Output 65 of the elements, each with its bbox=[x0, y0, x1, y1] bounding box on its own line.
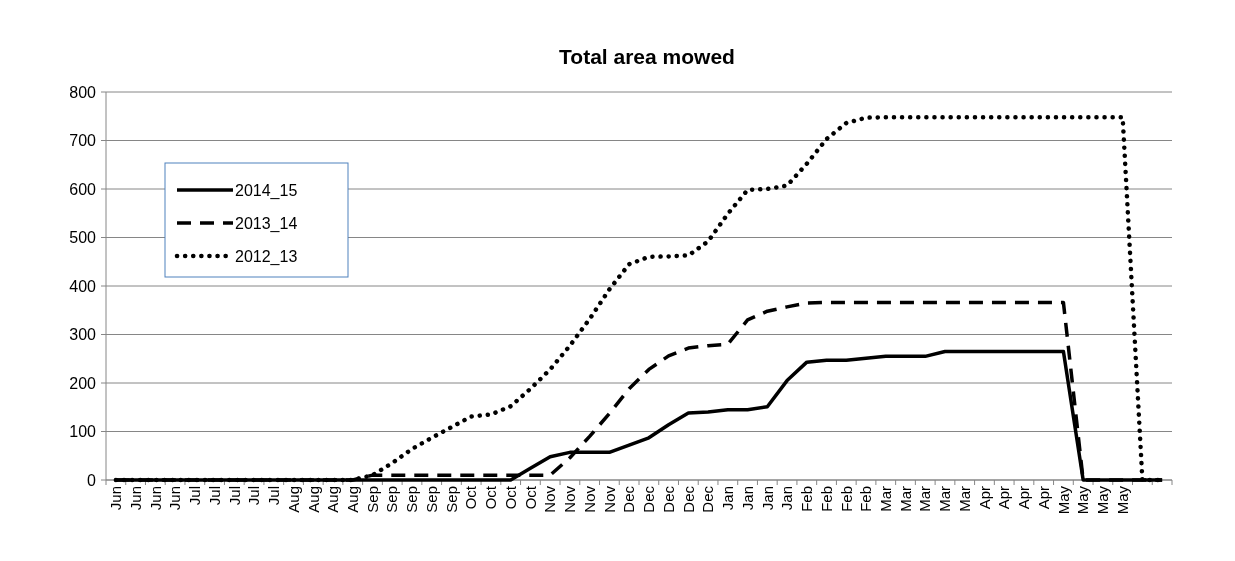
x-tick-label: Aug bbox=[344, 486, 362, 513]
x-tick-label: May bbox=[1074, 485, 1092, 515]
x-tick-label: Sep bbox=[403, 486, 421, 513]
x-tick-label: Jul bbox=[225, 486, 243, 506]
y-tick-label: 100 bbox=[69, 423, 97, 441]
x-tick-label: Oct bbox=[462, 485, 480, 510]
legend-label: 2014_15 bbox=[235, 181, 298, 200]
x-tick-label: Sep bbox=[442, 486, 460, 513]
x-tick-label: Feb bbox=[857, 486, 875, 512]
x-tick-label: Jun bbox=[126, 486, 144, 511]
x-tick-label: Dec bbox=[679, 485, 697, 513]
x-tick-label: Aug bbox=[284, 486, 302, 513]
x-tick-label: May bbox=[1094, 485, 1112, 515]
x-tick-label: Apr bbox=[1034, 486, 1052, 510]
x-tick-label: May bbox=[1054, 485, 1072, 515]
x-tick-label: Jan bbox=[738, 486, 756, 511]
x-tick-label: Sep bbox=[422, 486, 440, 513]
x-tick-label: Jan bbox=[778, 486, 796, 511]
x-tick-label: Dec bbox=[699, 485, 717, 513]
x-tick-label: Aug bbox=[324, 486, 342, 513]
legend-label: 2012_13 bbox=[235, 247, 298, 266]
x-tick-label: Nov bbox=[561, 485, 579, 513]
x-tick-label: Feb bbox=[817, 486, 835, 512]
x-tick-label: Oct bbox=[482, 485, 500, 510]
x-tick-label: Dec bbox=[659, 485, 677, 513]
x-tick-label: Dec bbox=[640, 485, 658, 513]
y-tick-label: 800 bbox=[69, 83, 97, 101]
legend-label: 2013_14 bbox=[235, 214, 298, 233]
x-tick-label: Jan bbox=[719, 486, 737, 511]
x-tick-label: Mar bbox=[877, 486, 895, 512]
x-tick-label: Sep bbox=[363, 486, 381, 513]
y-tick-label: 400 bbox=[69, 277, 97, 295]
x-tick-label: Jun bbox=[107, 486, 125, 511]
x-tick-label: Feb bbox=[837, 486, 855, 512]
x-tick-label: Apr bbox=[1015, 486, 1033, 510]
x-tick-label: Jul bbox=[245, 486, 263, 506]
x-tick-label: Oct bbox=[501, 485, 519, 510]
x-tick-label: Feb bbox=[798, 486, 816, 512]
x-tick-label: Mar bbox=[916, 486, 934, 512]
x-tick-label: Jun bbox=[146, 486, 164, 511]
x-tick-label: Mar bbox=[955, 486, 973, 512]
x-tick-label: Mar bbox=[936, 486, 954, 512]
y-tick-label: 200 bbox=[69, 374, 97, 392]
chart-title: Total area mowed bbox=[559, 45, 735, 68]
x-tick-label: Mar bbox=[896, 486, 914, 512]
x-tick-label: Nov bbox=[600, 485, 618, 513]
x-tick-label: Oct bbox=[521, 485, 539, 510]
y-tick-label: 500 bbox=[69, 229, 97, 247]
x-tick-label: Jul bbox=[205, 486, 223, 506]
x-tick-label: Jul bbox=[265, 486, 283, 506]
y-tick-label: 700 bbox=[69, 132, 97, 150]
x-tick-label: Apr bbox=[995, 486, 1013, 510]
x-tick-label: Sep bbox=[383, 486, 401, 513]
x-tick-label: May bbox=[1113, 485, 1131, 515]
y-tick-label: 0 bbox=[87, 471, 97, 489]
x-tick-label: Nov bbox=[541, 485, 559, 513]
x-tick-label: Dec bbox=[620, 485, 638, 513]
y-tick-label: 600 bbox=[69, 180, 97, 198]
x-tick-label: Jul bbox=[186, 486, 204, 506]
x-tick-label: Apr bbox=[975, 486, 993, 510]
x-tick-label: Jan bbox=[758, 486, 776, 511]
x-tick-label: Aug bbox=[304, 486, 322, 513]
x-tick-label: Jun bbox=[166, 486, 184, 511]
x-tick-label: Nov bbox=[580, 485, 598, 513]
y-tick-label: 300 bbox=[69, 326, 97, 344]
